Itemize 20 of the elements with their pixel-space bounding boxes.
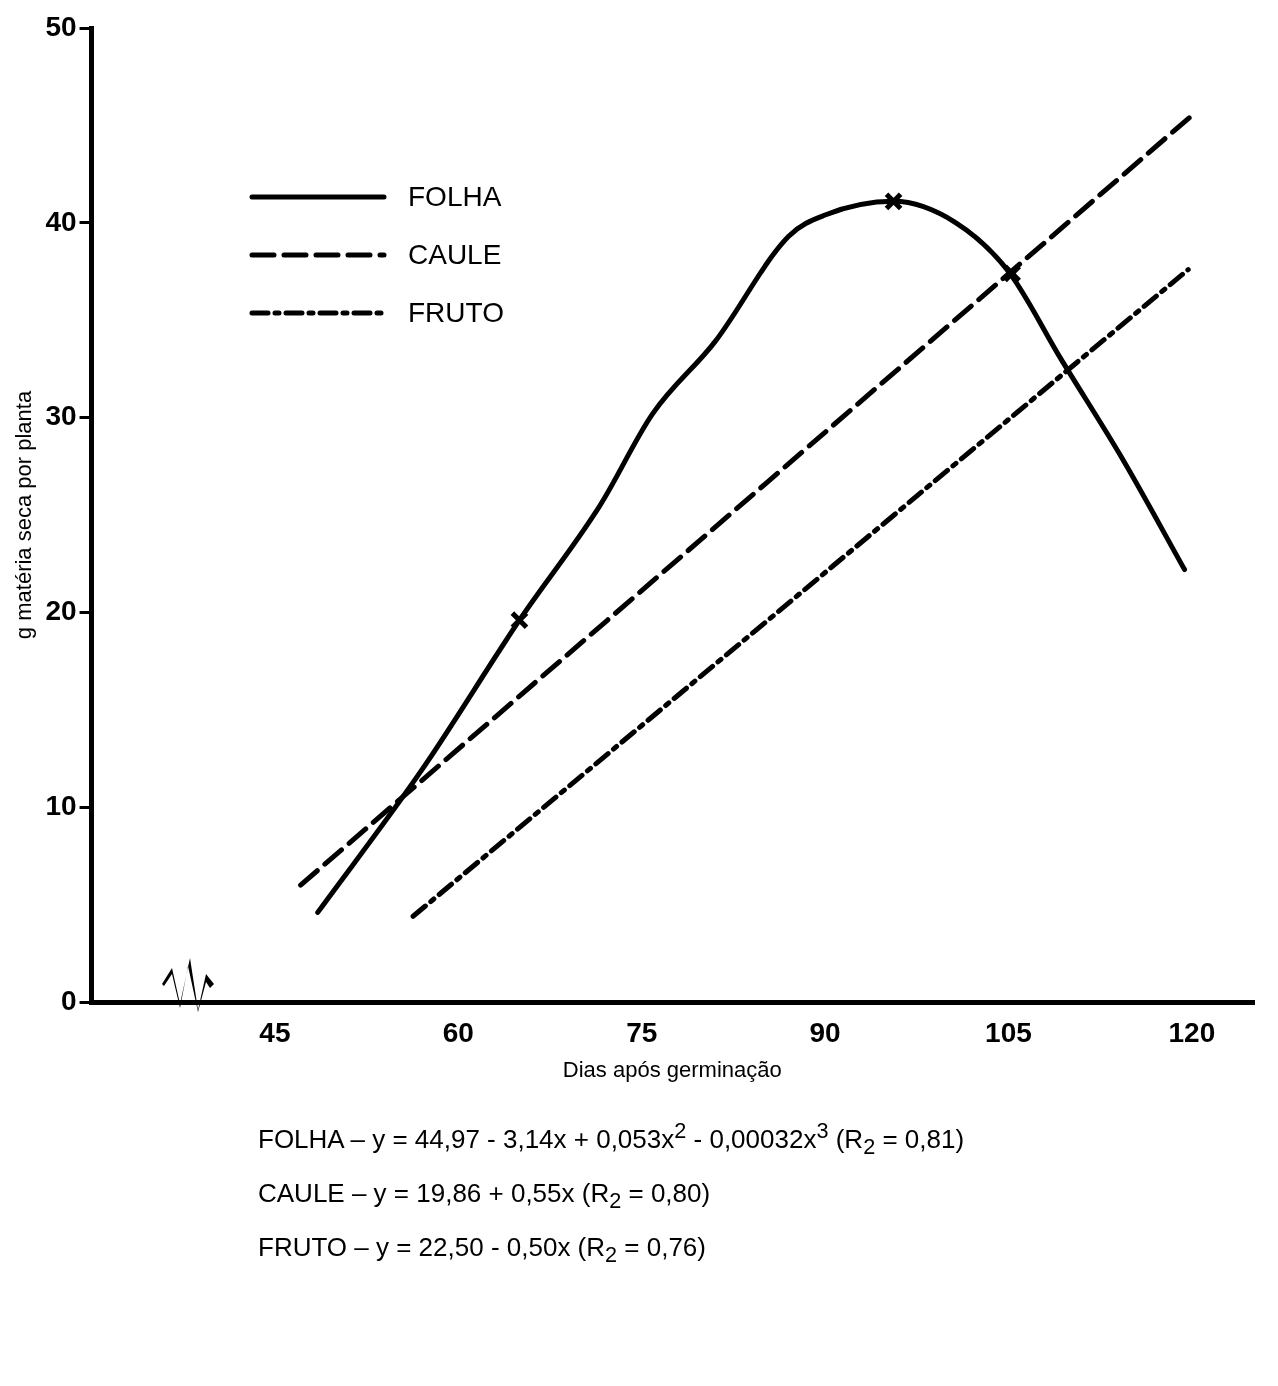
x-tick-label: 75	[626, 1016, 658, 1048]
y-tick-label: 30	[45, 400, 77, 432]
y-tick-label: 50	[45, 10, 77, 42]
x-tick-label: 45	[259, 1016, 291, 1048]
y-tick-label: 20	[45, 595, 77, 627]
y-axis-title: g matéria seca por planta	[11, 390, 37, 640]
text: FOLHA – y = 44,97 - 3,14x + 0,053x$^{2}$ - 0,00032x$^{3}$ (R$_{2}$ = 0,81)	[258, 1117, 966, 1161]
legend-label: FRUTO	[408, 297, 504, 329]
y-tick-label: 10	[45, 789, 77, 821]
x-tick-label: 60	[442, 1016, 474, 1048]
y-tick-label: 40	[45, 205, 77, 237]
legend-label: FOLHA	[408, 181, 502, 213]
x-tick-label: 105	[985, 1016, 1032, 1048]
y-tick-label: 0	[60, 984, 77, 1016]
x-tick-label: 90	[809, 1016, 841, 1048]
legend-label: CAULE	[408, 239, 502, 271]
text: FRUTO – y = 22,50 - 0,50x (R$_{2}$ = 0,76)	[258, 1231, 707, 1270]
x-tick-label: 120	[1168, 1016, 1216, 1048]
text: CAULE – y = 19,86 + 0,55x (R$_{2}$ = 0,80)	[258, 1176, 712, 1216]
x-axis-title: Dias após germinação	[562, 1056, 782, 1082]
